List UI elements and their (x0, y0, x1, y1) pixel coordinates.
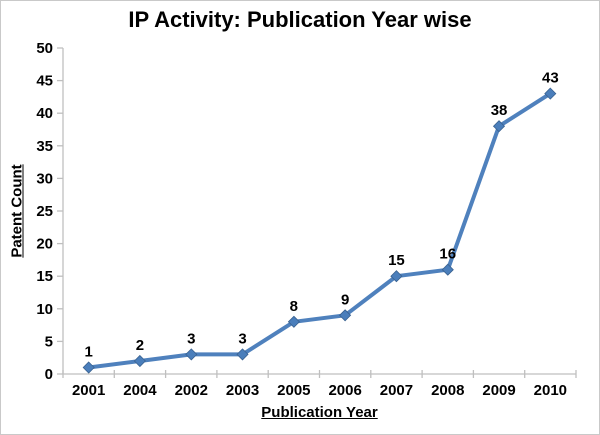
data-label: 1 (84, 343, 92, 360)
x-axis: 2001 2004 2002 2003 2005 2006 2007 2008 2009 2010 (62, 370, 577, 399)
data-point-markers (82, 87, 557, 374)
data-label: 43 (542, 70, 559, 87)
diamond-marker (544, 87, 557, 100)
y-tick-label: 35 (36, 138, 53, 155)
y-tick-label: 15 (36, 268, 53, 285)
diamond-marker (133, 354, 146, 368)
y-tick-label: 45 (36, 73, 53, 90)
data-label: 15 (388, 252, 405, 269)
diamond-marker (492, 120, 506, 133)
data-label: 3 (238, 330, 246, 347)
diamond-marker (82, 361, 95, 374)
data-label: 3 (187, 330, 195, 347)
x-tick-label: 2009 (482, 382, 515, 399)
x-tick-label: 2002 (175, 382, 208, 399)
diamond-marker (287, 315, 300, 328)
series-line (86, 91, 553, 370)
x-tick-label: 2001 (72, 382, 105, 399)
x-tick-label: 2006 (328, 382, 361, 399)
y-tick-label: 0 (45, 366, 53, 383)
data-label: 38 (491, 102, 508, 119)
diamond-marker (339, 309, 352, 322)
x-tick-label: 2008 (431, 382, 464, 399)
x-tick-label: 2007 (380, 382, 413, 399)
y-tick-label: 30 (36, 170, 53, 187)
data-label: 2 (136, 337, 144, 354)
diamond-marker (236, 348, 249, 361)
data-label: 9 (341, 291, 349, 308)
y-tick-label: 50 (36, 40, 53, 57)
x-tick-label: 2010 (534, 382, 567, 399)
x-tick-label: 2004 (123, 382, 157, 399)
diamond-marker (441, 263, 454, 276)
diamond-marker (390, 270, 403, 283)
data-label: 8 (290, 298, 298, 315)
x-axis-title: Publication Year (261, 404, 378, 421)
y-tick-label: 5 (45, 333, 53, 350)
y-axis: 0 5 10 15 20 25 30 35 40 45 50 (36, 40, 64, 383)
y-tick-label: 25 (36, 203, 53, 220)
y-tick-label: 10 (36, 301, 53, 318)
y-tick-label: 20 (36, 236, 53, 253)
y-tick-label: 40 (36, 105, 53, 122)
data-label: 16 (439, 246, 456, 263)
diamond-marker (185, 348, 198, 361)
x-tick-label: 2005 (277, 382, 310, 399)
chart-title: IP Activity: Publication Year wise (128, 7, 472, 32)
x-tick-label: 2003 (226, 382, 259, 399)
